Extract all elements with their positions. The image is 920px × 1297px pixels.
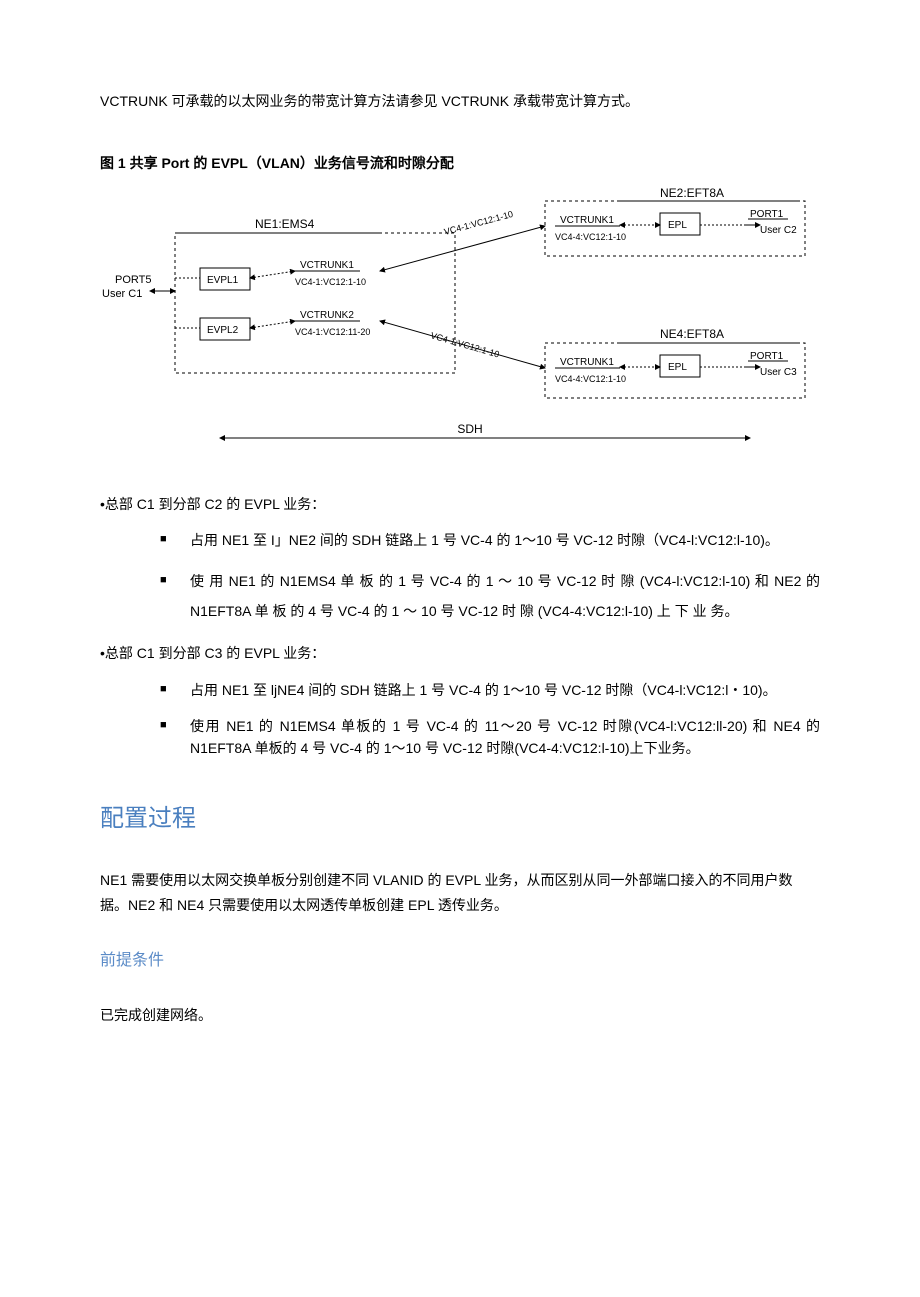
link1-label: VC4-1:VC12:1-10	[443, 209, 514, 237]
group1-item1: 占用 NE1 至 I」NE2 间的 SDH 链路上 1 号 VC-4 的 1～1…	[160, 529, 820, 551]
sub-section-title: 前提条件	[100, 948, 820, 974]
epl-ne4: EPL	[668, 362, 687, 373]
userc2-label: User C2	[760, 225, 797, 236]
group1-title: •总部 C1 到分部 C2 的 EVPL 业务：	[100, 493, 820, 515]
group1-item2: 使 用 NE1 的 N1EMS4 单 板 的 1 号 VC-4 的 1 ～ 10…	[160, 566, 820, 628]
network-diagram: SDH NE1:EMS4 PORT5 User C1 EVPL1 EVPL2 V…	[100, 183, 820, 463]
ne2-label: NE2:EFT8A	[660, 186, 724, 200]
vctrunk2-ne1-label: VCTRUNK2	[300, 310, 354, 321]
evpl1-label: EVPL1	[207, 275, 239, 286]
final-text: 已完成创建网络。	[100, 1004, 820, 1026]
vctrunk1-ne1-label: VCTRUNK1	[300, 260, 354, 271]
ne4-label: NE4:EFT8A	[660, 327, 724, 341]
ne1-label: NE1:EMS4	[255, 217, 315, 231]
figure-title: 共享 Port 的 EVPL（VLAN）业务信号流和时隙分配	[126, 155, 454, 171]
epl-ne2: EPL	[668, 220, 687, 231]
vc-ne1-1: VC4-1:VC12:1-10	[295, 277, 366, 287]
vc-ne1-2: VC4-1:VC12:11-20	[295, 327, 370, 337]
intro-paragraph: VCTRUNK 可承载的以太网业务的带宽计算方法请参见 VCTRUNK 承载带宽…	[100, 90, 820, 112]
port5-label: PORT5	[115, 274, 151, 286]
section-body: NE1 需要使用以太网交换单板分别创建不同 VLANID 的 EVPL 业务，从…	[100, 868, 820, 918]
group2-item1: 占用 NE1 至 ljNE4 间的 SDH 链路上 1 号 VC-4 的 1～1…	[160, 679, 820, 701]
figure-number: 图 1	[100, 155, 126, 171]
vc-ne2: VC4-4:VC12:1-10	[555, 232, 626, 242]
sdh-label: SDH	[457, 422, 482, 436]
vctrunk1-ne2: VCTRUNK1	[560, 215, 614, 226]
content-list: •总部 C1 到分部 C2 的 EVPL 业务： 占用 NE1 至 I」NE2 …	[100, 493, 820, 760]
userc1-label: User C1	[102, 288, 142, 300]
port1-c3: PORT1	[750, 351, 784, 362]
figure-caption: 图 1 共享 Port 的 EVPL（VLAN）业务信号流和时隙分配	[100, 152, 820, 174]
evpl2-label: EVPL2	[207, 325, 239, 336]
section-title: 配置过程	[100, 800, 820, 838]
group2-title: •总部 C1 到分部 C3 的 EVPL 业务：	[100, 642, 820, 664]
port1-c2: PORT1	[750, 209, 784, 220]
link2-label: VC4-1:VC12:1-10	[429, 330, 500, 359]
vc-ne4: VC4-4:VC12:1-10	[555, 374, 626, 384]
userc3-label: User C3	[760, 367, 797, 378]
vctrunk1-ne4: VCTRUNK1	[560, 357, 614, 368]
group2-item2: 使用 NE1 的 N1EMS4 单板的 1 号 VC-4 的 11～20 号 V…	[160, 715, 820, 760]
